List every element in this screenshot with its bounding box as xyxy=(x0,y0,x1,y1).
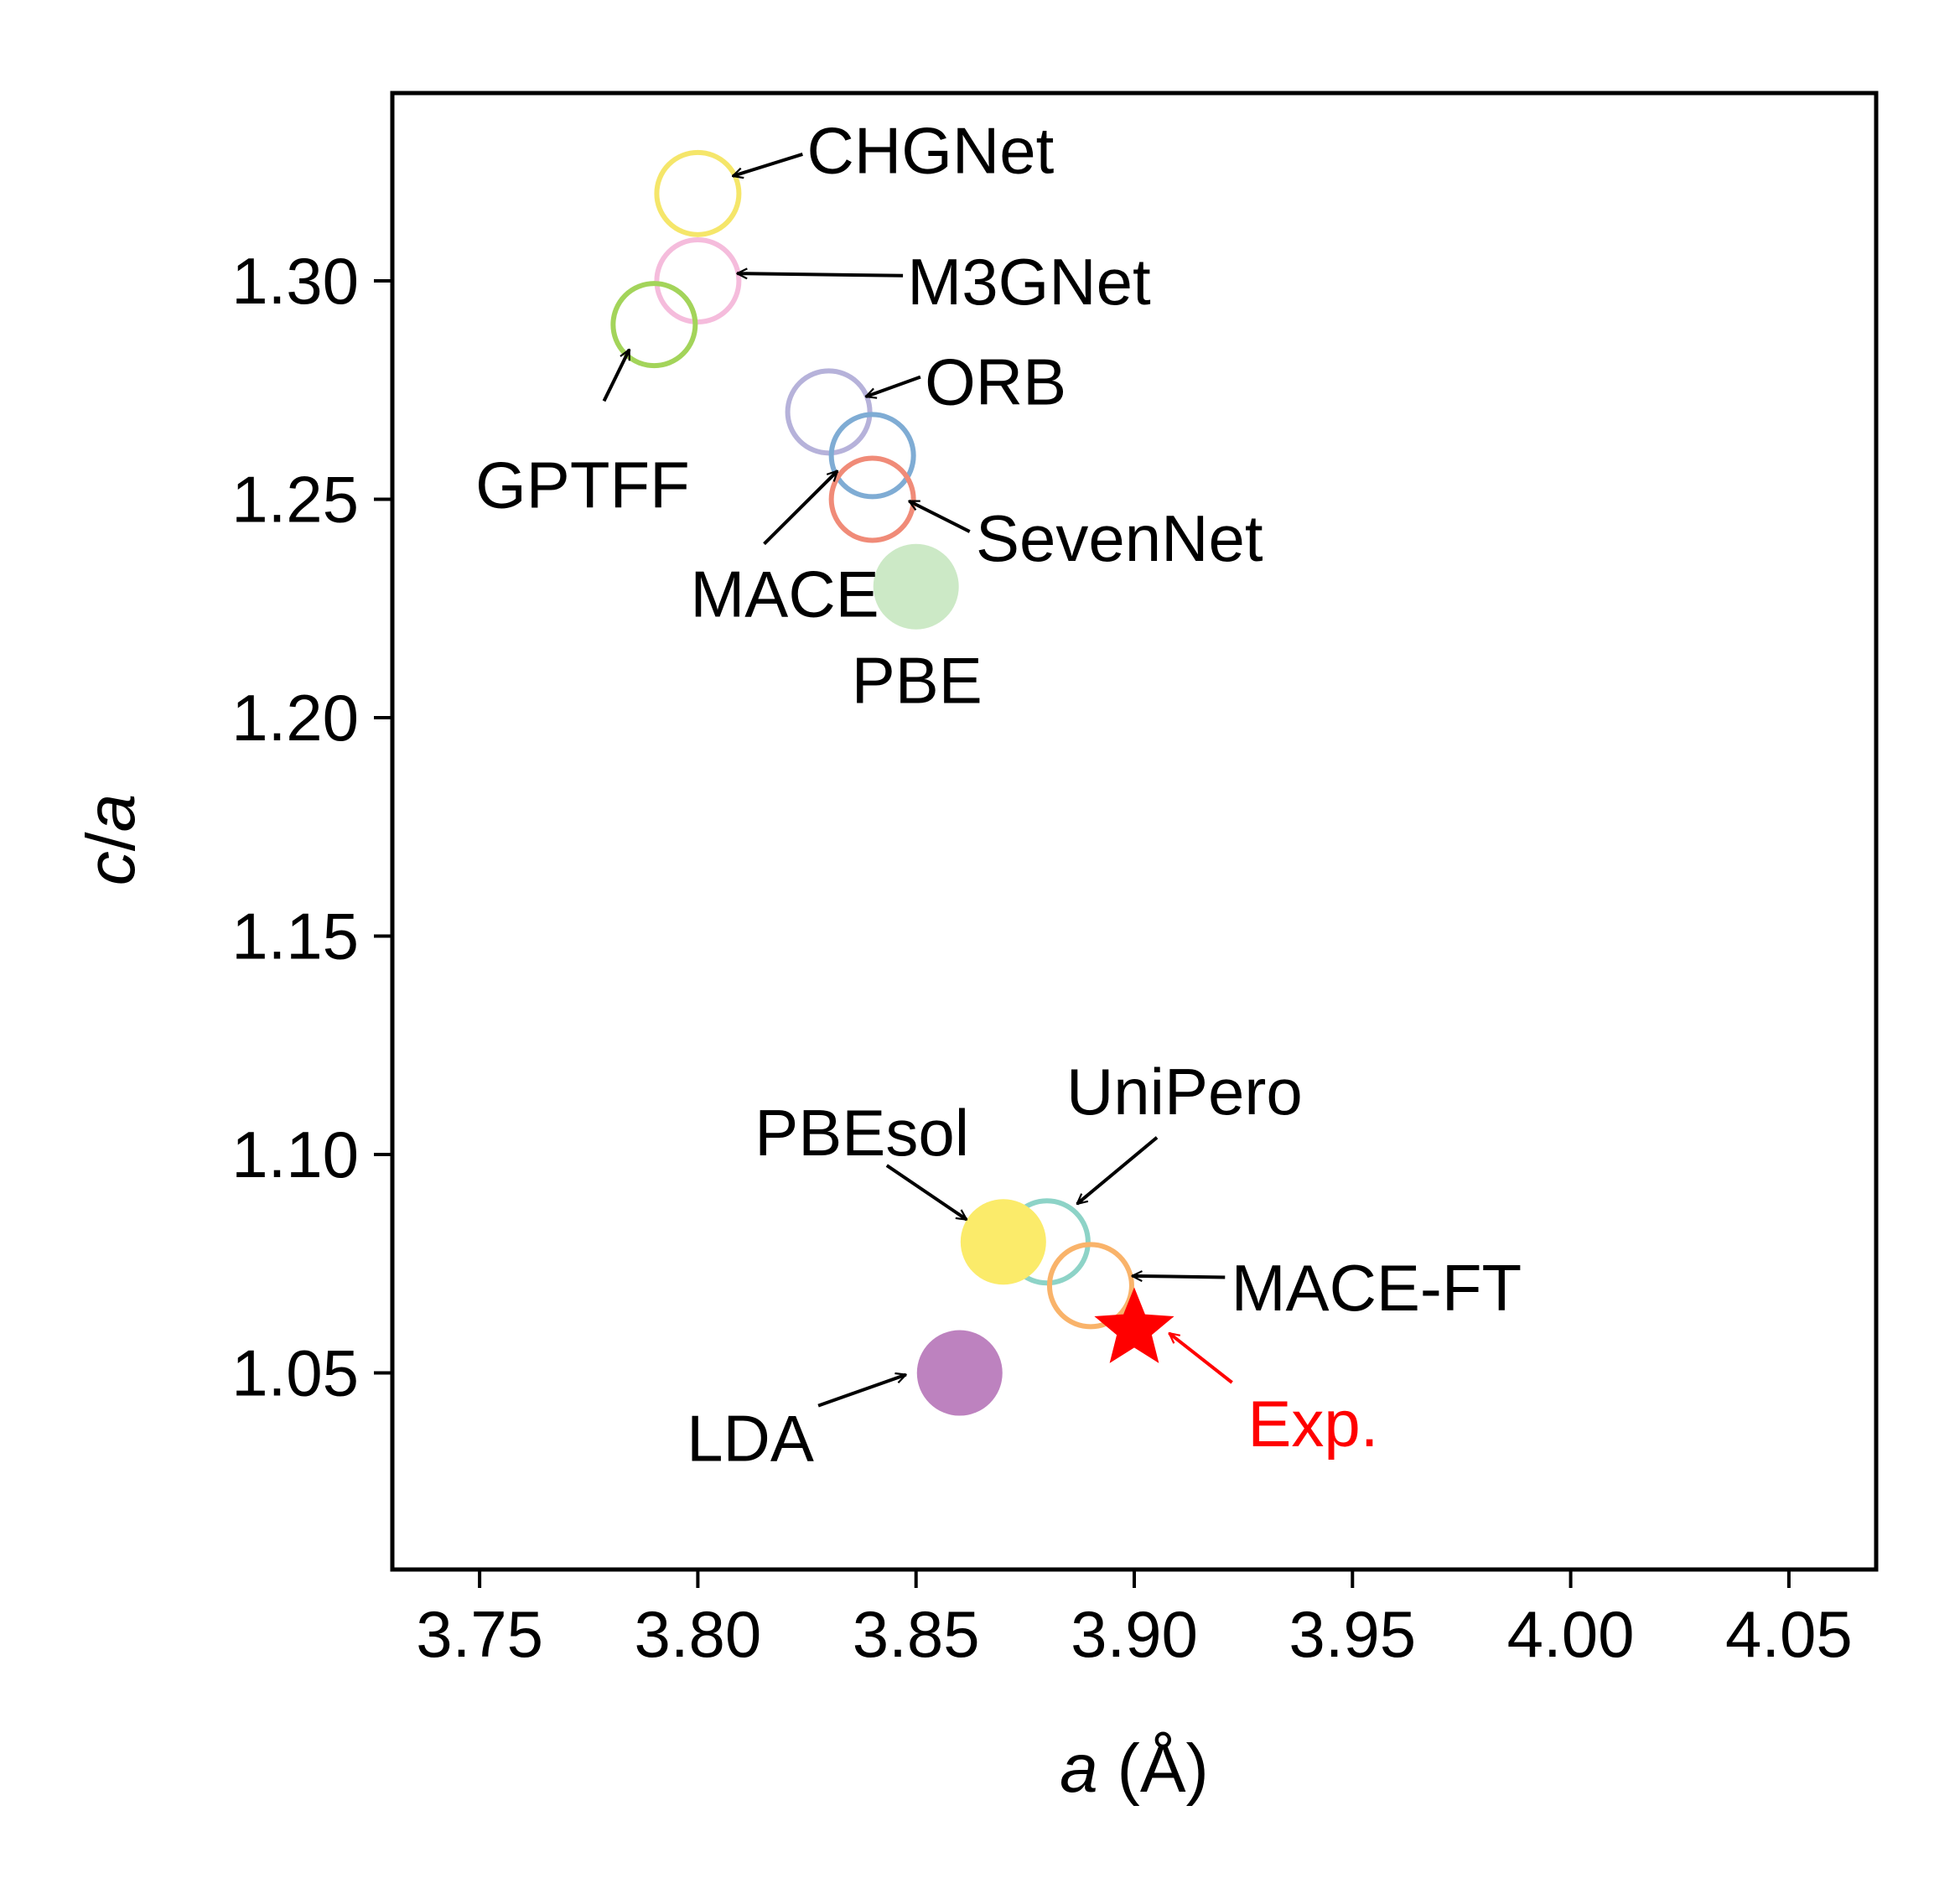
point-pbesol xyxy=(960,1199,1046,1285)
y-tick-label: 1.15 xyxy=(231,900,359,973)
point-exp xyxy=(1094,1287,1174,1363)
label-exp: Exp. xyxy=(1247,1387,1378,1461)
y-tick-label: 1.10 xyxy=(231,1118,359,1191)
x-tick-label: 3.90 xyxy=(1071,1597,1198,1671)
point-chgnet xyxy=(654,149,742,237)
label-mace: MACE xyxy=(690,558,879,631)
label-m3gnet: M3GNet xyxy=(907,245,1151,319)
arrow-mace-ft xyxy=(1132,1276,1226,1278)
y-axis-title: c/a xyxy=(73,794,149,885)
label-pbesol: PBEsol xyxy=(754,1096,969,1170)
y-tick-label: 1.25 xyxy=(231,463,359,537)
x-tick-label: 3.95 xyxy=(1289,1597,1416,1671)
point-mace-ft xyxy=(1046,1242,1134,1330)
arrow-m3gnet xyxy=(737,273,904,276)
y-axis-title-part: a xyxy=(73,794,149,833)
x-tick-label: 3.80 xyxy=(635,1597,762,1671)
label-orb: ORB xyxy=(925,345,1066,418)
y-axis-title-part: / xyxy=(73,832,149,851)
label-chgnet: CHGNet xyxy=(807,114,1055,188)
point-mace xyxy=(828,412,916,500)
arrow-lda xyxy=(817,1375,906,1408)
label-mace-ft: MACE-FT xyxy=(1231,1251,1522,1325)
point-gptff xyxy=(610,281,698,369)
point-m3gnet xyxy=(654,237,742,325)
y-tick-label: 1.30 xyxy=(231,244,359,318)
x-axis-title: a (Å) xyxy=(1060,1730,1209,1807)
label-sevennet: SevenNet xyxy=(976,501,1263,575)
x-axis-title-unit: (Å) xyxy=(1098,1730,1209,1807)
x-tick-label: 4.05 xyxy=(1725,1597,1853,1671)
y-axis-title-part: c xyxy=(73,851,149,885)
arrow-chgnet xyxy=(733,153,803,176)
label-pbe: PBE xyxy=(852,644,983,718)
x-axis-title-variable: a xyxy=(1060,1730,1098,1807)
label-unipero: UniPero xyxy=(1066,1055,1303,1129)
arrow-sevennet xyxy=(909,499,971,533)
y-tick-label: 1.20 xyxy=(231,681,359,755)
x-tick-label: 3.85 xyxy=(853,1597,980,1671)
label-lda: LDA xyxy=(687,1402,814,1476)
label-gptff: GPTFF xyxy=(475,448,690,521)
y-tick-label: 1.05 xyxy=(231,1336,359,1410)
arrow-gptff xyxy=(602,350,631,402)
x-tick-label: 4.00 xyxy=(1507,1597,1635,1671)
point-pbe xyxy=(873,543,959,630)
arrow-orb xyxy=(866,375,921,397)
arrow-exp xyxy=(1169,1331,1233,1384)
arrow-unipero xyxy=(1077,1136,1159,1204)
point-sevennet xyxy=(828,455,916,543)
point-lda xyxy=(916,1330,1003,1416)
arrow-pbesol xyxy=(885,1164,967,1222)
point-orb xyxy=(785,368,873,456)
arrow-mace xyxy=(763,471,837,546)
x-tick-label: 3.75 xyxy=(416,1597,543,1671)
